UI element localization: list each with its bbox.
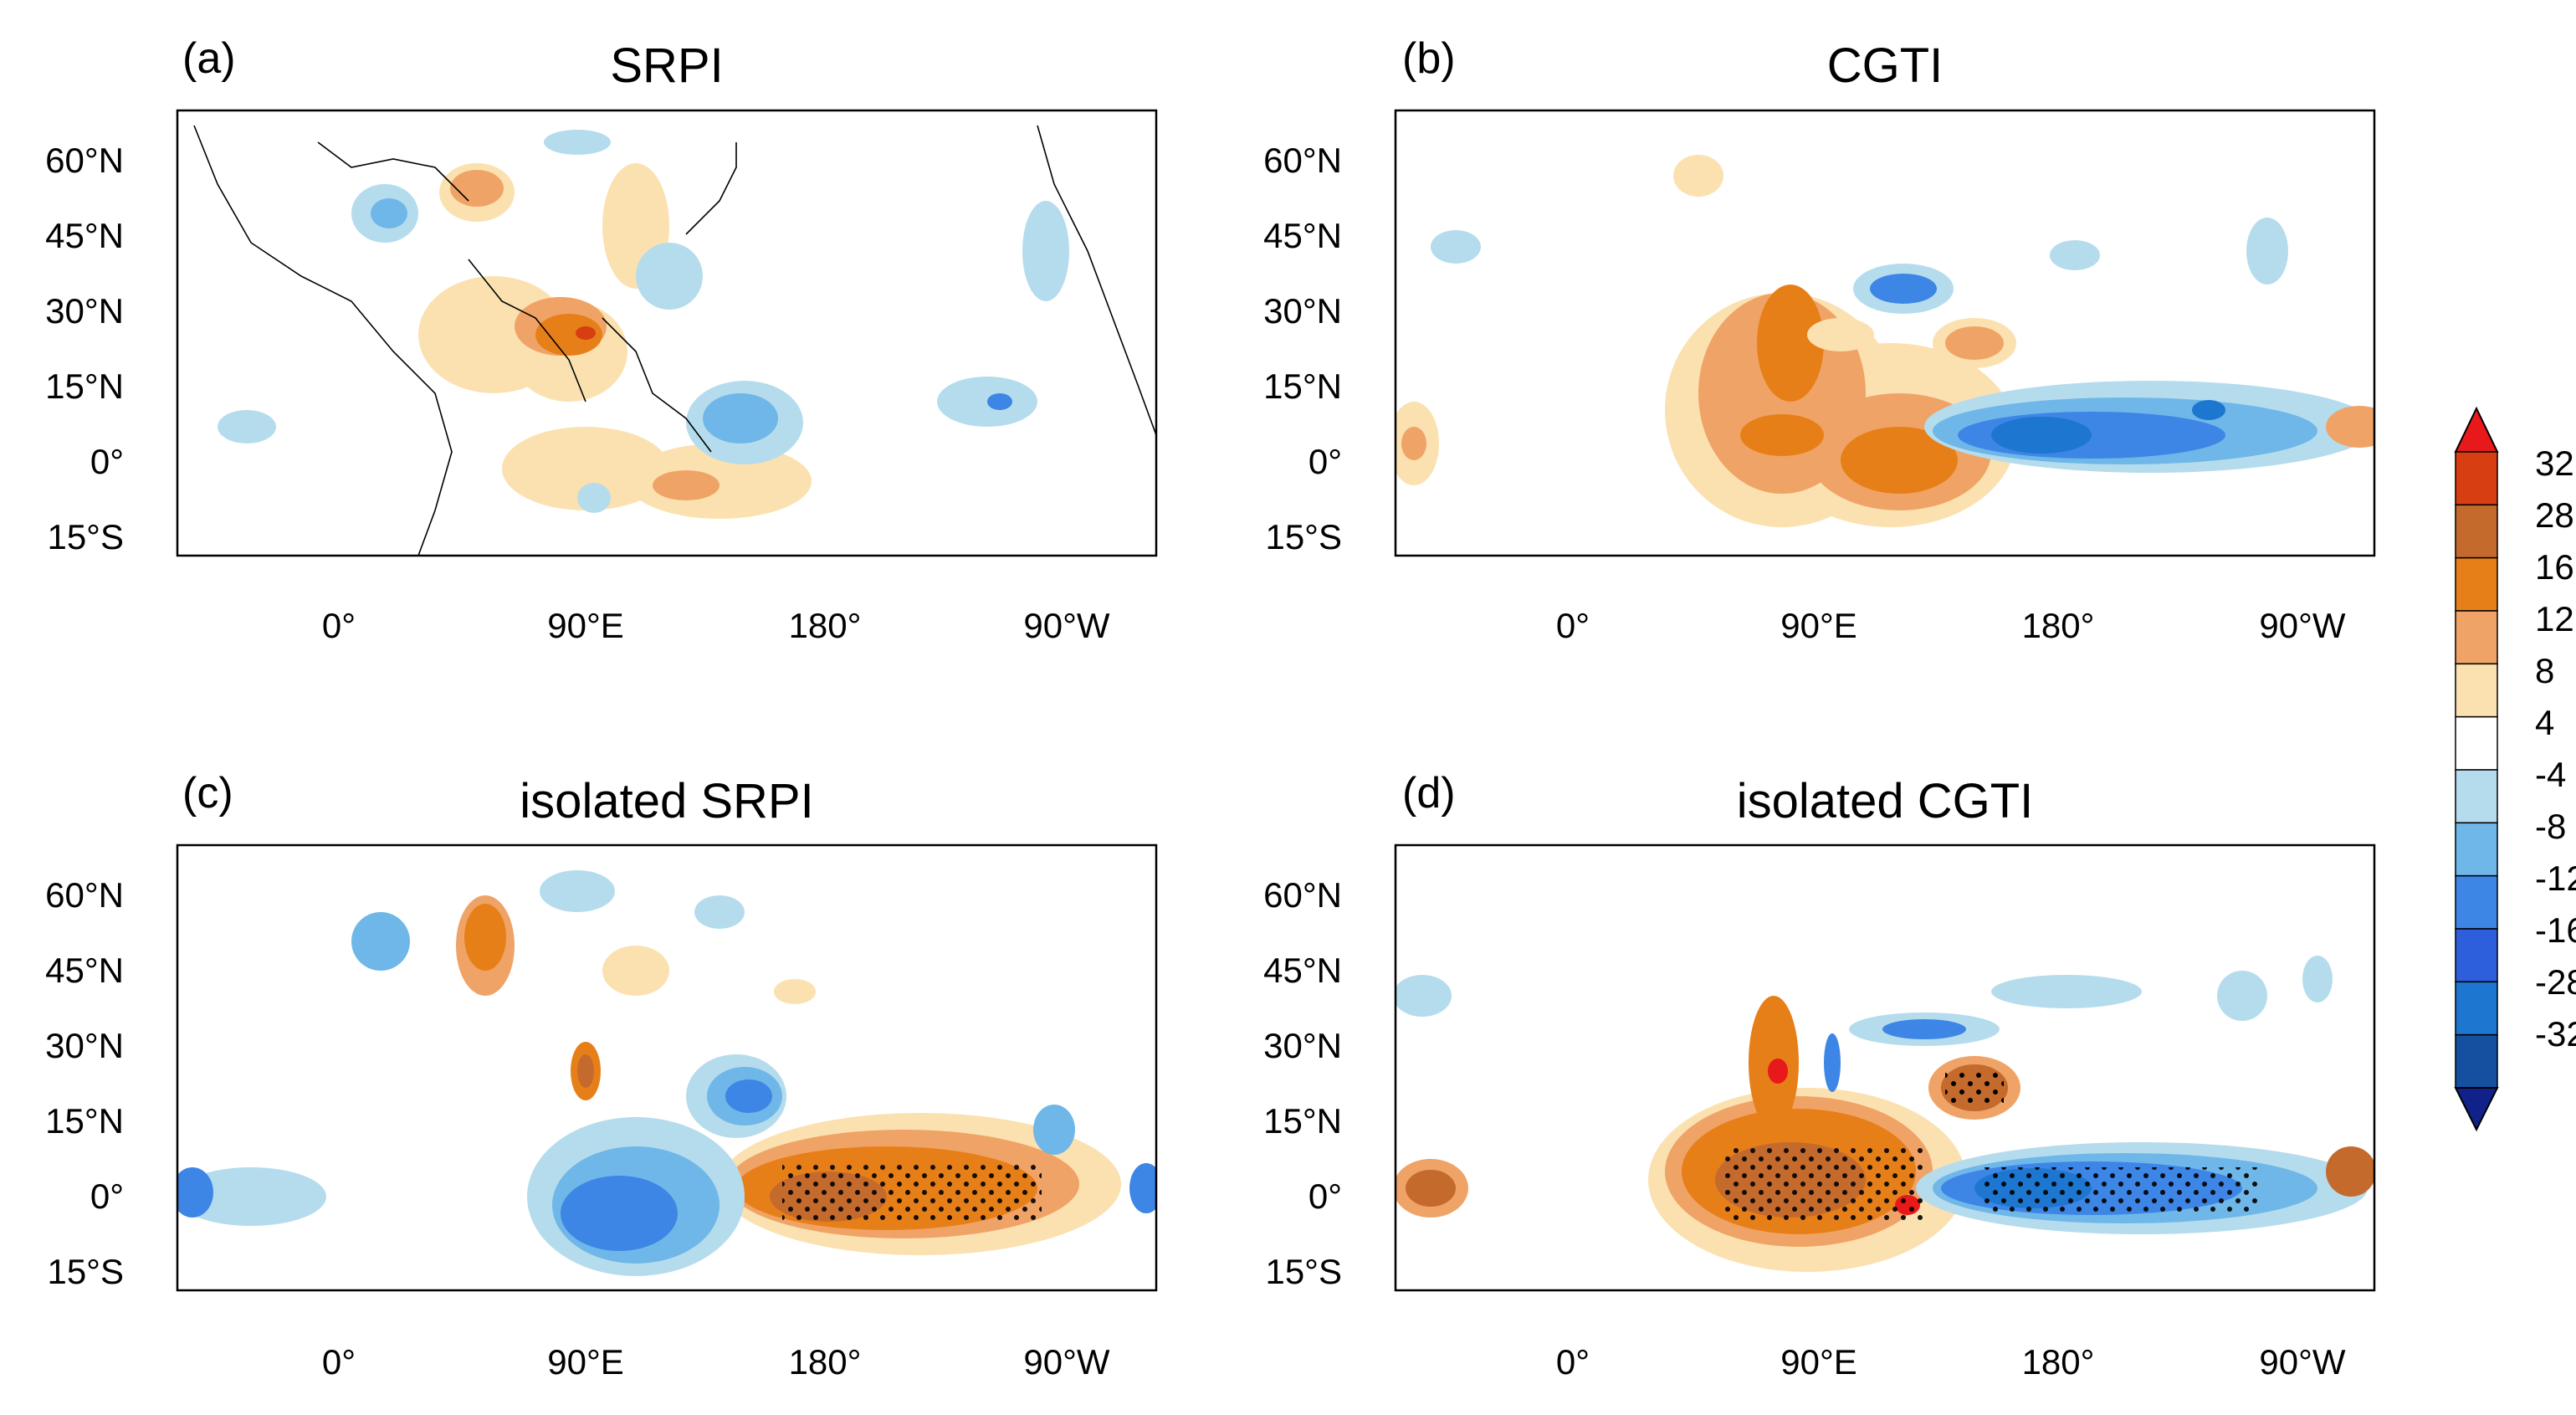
lat-label: 15°S xyxy=(1265,1252,1342,1291)
colorbar-segment xyxy=(2455,715,2498,771)
lat-label: 60°N xyxy=(1263,875,1342,915)
colorbar-label: -16 xyxy=(2535,910,2576,950)
lat-label: 60°N xyxy=(45,875,124,915)
lon-label: 180° xyxy=(2021,606,2095,645)
lat-label: 0° xyxy=(1308,1177,1342,1216)
lat-label: 30°N xyxy=(45,1026,124,1065)
panel-b-contours xyxy=(1396,155,2374,527)
panel-c-frame xyxy=(176,843,1158,1292)
colorbar-label: 16 xyxy=(2535,547,2574,587)
lat-label: 15°N xyxy=(45,367,124,406)
lat-label: 15°S xyxy=(47,517,124,556)
colorbar-segment xyxy=(2455,874,2498,930)
colorbar-segment xyxy=(2455,663,2498,718)
lon-label: 0° xyxy=(321,606,356,645)
lat-label: 30°N xyxy=(1263,291,1342,331)
lat-label: 15°S xyxy=(47,1252,124,1291)
lon-label: 90°E xyxy=(1780,606,1857,645)
colorbar-label: 4 xyxy=(2535,703,2555,742)
colorbar-label: -32 xyxy=(2535,1014,2576,1054)
lon-label: 90°E xyxy=(547,606,624,645)
lat-label: 30°N xyxy=(45,291,124,331)
colorbar-segment xyxy=(2455,822,2498,877)
lon-label: 0° xyxy=(1555,606,1590,645)
lon-label: 90°E xyxy=(1780,1342,1857,1382)
lat-label: 60°N xyxy=(1263,141,1342,180)
colorbar-segment xyxy=(2455,451,2498,506)
panel-a-frame xyxy=(176,109,1158,557)
lat-label: 30°N xyxy=(1263,1026,1342,1065)
coastlines xyxy=(193,125,1157,556)
colorbar-segment xyxy=(2455,1033,2498,1089)
colorbar-segment xyxy=(2455,504,2498,559)
panel-d-contours xyxy=(1396,956,2374,1272)
colorbar-label: 8 xyxy=(2535,651,2555,690)
colorbar-label: -4 xyxy=(2535,755,2567,794)
lat-label: 0° xyxy=(90,442,124,481)
colorbar-label: 32 xyxy=(2535,443,2574,483)
lon-label: 0° xyxy=(1555,1342,1590,1382)
panel-a-contours xyxy=(218,130,1069,519)
lat-label: 15°N xyxy=(1263,1101,1342,1141)
lat-label: 15°S xyxy=(1265,517,1342,556)
colorbar-label: 12 xyxy=(2535,599,2574,638)
colorbar-segment xyxy=(2455,556,2498,612)
lat-label: 15°N xyxy=(45,1101,124,1141)
panel-title: CGTI xyxy=(1826,38,1944,93)
panel-d-frame xyxy=(1394,843,2376,1292)
lon-label: 180° xyxy=(788,606,862,645)
lat-label: 45°N xyxy=(45,951,124,990)
lon-label: 90°W xyxy=(1023,1342,1110,1382)
panel-label: (c) xyxy=(182,769,233,818)
lat-label: 15°N xyxy=(1263,367,1342,406)
colorbar-label: 28 xyxy=(2535,495,2574,535)
colorbar-segment xyxy=(2455,981,2498,1036)
panel-title: isolated SRPI xyxy=(520,774,814,828)
lon-label: 90°W xyxy=(2259,606,2346,645)
colorbar-top-triangle xyxy=(2454,406,2499,453)
colorbar-segment xyxy=(2455,610,2498,665)
lon-label: 90°W xyxy=(1023,606,1110,645)
lat-label: 45°N xyxy=(1263,951,1342,990)
lat-label: 0° xyxy=(90,1177,124,1216)
panel-b-frame xyxy=(1394,109,2376,557)
panel-label: (d) xyxy=(1402,769,1456,818)
lon-label: 180° xyxy=(2021,1342,2095,1382)
lat-label: 0° xyxy=(1308,442,1342,481)
panel-label: (b) xyxy=(1402,34,1456,83)
colorbar-bottom-triangle xyxy=(2454,1087,2499,1132)
lat-label: 45°N xyxy=(45,216,124,255)
colorbar-segment xyxy=(2455,928,2498,983)
panel-c-contours xyxy=(177,870,1156,1276)
lat-label: 60°N xyxy=(45,141,124,180)
colorbar xyxy=(2454,406,2499,1132)
lon-label: 0° xyxy=(321,1342,356,1382)
panel-label: (a) xyxy=(182,34,236,83)
lon-label: 90°W xyxy=(2259,1342,2346,1382)
panel-title: isolated CGTI xyxy=(1736,774,2034,828)
lon-label: 180° xyxy=(788,1342,862,1382)
colorbar-label: -12 xyxy=(2535,859,2576,898)
colorbar-label: -8 xyxy=(2535,807,2567,846)
panel-title: SRPI xyxy=(610,38,724,93)
lon-label: 90°E xyxy=(547,1342,624,1382)
colorbar-segment xyxy=(2455,769,2498,824)
colorbar-label: -28 xyxy=(2535,962,2576,1002)
lat-label: 45°N xyxy=(1263,216,1342,255)
